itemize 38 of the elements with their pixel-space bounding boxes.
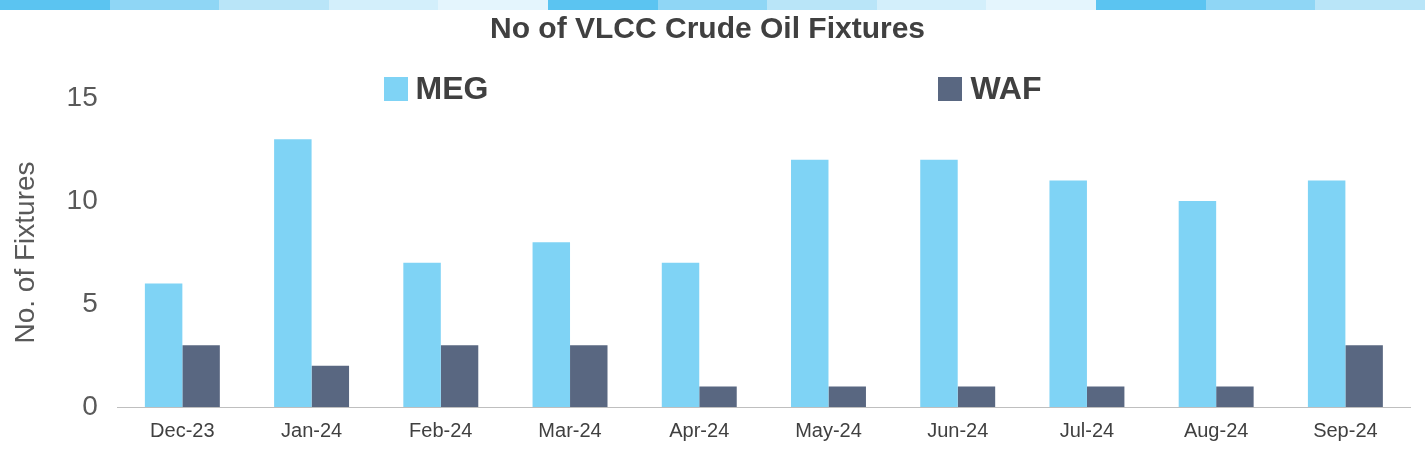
- bar: [144, 283, 183, 407]
- x-tick-label: Feb-24: [409, 418, 473, 441]
- bar: [1307, 180, 1346, 407]
- x-tick-label: Jan-24: [281, 418, 343, 441]
- bar: [920, 159, 958, 407]
- legend-label: WAF: [970, 70, 1042, 107]
- x-tick-label: Mar-24: [538, 418, 602, 441]
- bar: [532, 242, 571, 407]
- bar: [661, 262, 700, 407]
- bar: [1216, 386, 1254, 407]
- bar: [570, 345, 608, 407]
- x-tick-label: Jun-24: [927, 418, 989, 441]
- bar: [791, 159, 829, 407]
- bar: [311, 365, 350, 407]
- bar: [1049, 180, 1087, 407]
- x-tick-label: Apr-24: [669, 418, 730, 441]
- x-tick-label: May-24: [795, 418, 862, 441]
- bar: [440, 345, 479, 407]
- bar: [699, 386, 737, 407]
- chart-title: No of VLCC Crude Oil Fixtures: [489, 11, 926, 45]
- legend-label: MEG: [415, 70, 489, 107]
- x-tick-label: Dec-23: [150, 418, 215, 441]
- y-tick-label: 0: [82, 389, 98, 421]
- x-tick-label: Aug-24: [1183, 418, 1249, 441]
- x-tick-label: Sep-24: [1313, 418, 1378, 441]
- y-axis-title: No. of Fixtures: [8, 161, 40, 344]
- bar: [828, 386, 866, 407]
- bar: [403, 262, 441, 407]
- x-tick-label: Jul-24: [1059, 418, 1115, 441]
- y-tick-label: 10: [66, 183, 98, 215]
- bar: [957, 386, 996, 407]
- bar: [182, 345, 220, 407]
- bar: [1086, 386, 1125, 407]
- y-tick-label: 15: [66, 80, 98, 112]
- bar: [1345, 345, 1383, 407]
- bar: [1178, 201, 1217, 407]
- bar: [274, 139, 312, 407]
- y-tick-label: 5: [82, 286, 98, 318]
